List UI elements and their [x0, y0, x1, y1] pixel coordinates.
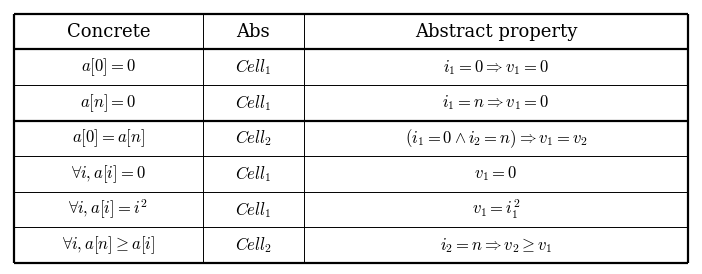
Text: $i_1 = 0 \Rightarrow v_1 = 0$: $i_1 = 0 \Rightarrow v_1 = 0$	[443, 58, 549, 76]
Text: $a[n] = 0$: $a[n] = 0$	[80, 92, 137, 114]
Text: $i_2 = n \Rightarrow v_2 \geq v_1$: $i_2 = n \Rightarrow v_2 \geq v_1$	[439, 236, 552, 255]
Text: $Cell_1$: $Cell_1$	[235, 164, 272, 184]
Text: $a[0] = a[n]$: $a[0] = a[n]$	[72, 127, 145, 149]
Text: $v_1 = 0$: $v_1 = 0$	[474, 165, 517, 183]
Text: Abstract property: Abstract property	[415, 22, 577, 41]
Text: $a[0] = 0$: $a[0] = 0$	[81, 56, 135, 78]
Text: $\forall i, a[i] = 0$: $\forall i, a[i] = 0$	[71, 163, 146, 185]
Text: $\forall i, a[i] = i^2$: $\forall i, a[i] = i^2$	[68, 198, 148, 221]
Text: $Cell_2$: $Cell_2$	[235, 129, 272, 148]
Text: $v_1 = i_1^2$: $v_1 = i_1^2$	[472, 198, 520, 221]
Text: $Cell_1$: $Cell_1$	[235, 200, 272, 219]
Text: $Cell_2$: $Cell_2$	[235, 235, 272, 255]
Text: $Cell_1$: $Cell_1$	[235, 93, 272, 113]
Text: Abs: Abs	[237, 22, 270, 41]
Text: $\forall i, a[n] \geq a[i]$: $\forall i, a[n] \geq a[i]$	[62, 234, 155, 256]
Text: $(i_1 = 0 \wedge i_2 = n) \Rightarrow v_1 = v_2$: $(i_1 = 0 \wedge i_2 = n) \Rightarrow v_…	[404, 127, 588, 150]
Text: Concrete: Concrete	[67, 22, 150, 41]
Text: $i_1 = n \Rightarrow v_1 = 0$: $i_1 = n \Rightarrow v_1 = 0$	[442, 93, 550, 112]
Text: $Cell_1$: $Cell_1$	[235, 57, 272, 77]
